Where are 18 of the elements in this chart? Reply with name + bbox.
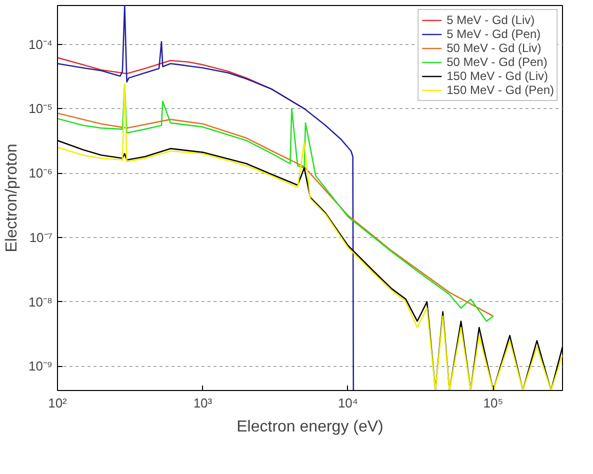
- legend-label: 5 MeV - Gd (Pen): [446, 27, 541, 41]
- x-tick-label: 10⁴: [338, 396, 358, 410]
- x-tick-label: 10³: [193, 396, 213, 410]
- legend-label: 5 MeV - Gd (Liv): [446, 13, 535, 27]
- y-tick-label: 10⁻⁷: [29, 230, 53, 245]
- x-axis-title: Electron energy (eV): [236, 418, 384, 436]
- legend-label: 50 MeV - Gd (Liv): [446, 41, 542, 55]
- y-tick-label: 10⁻⁸: [28, 294, 53, 310]
- x-tick-label: 10²: [48, 396, 68, 410]
- y-axis-title: Electron/proton: [3, 144, 20, 252]
- legend-label: 50 MeV - Gd (Pen): [446, 55, 548, 69]
- legend-label: 150 MeV - Gd (Liv): [446, 69, 548, 83]
- legend-label: 150 MeV - Gd (Pen): [446, 83, 554, 97]
- y-tick-label: 10⁻⁵: [28, 101, 53, 116]
- y-tick-label: 10⁻⁹: [28, 358, 53, 374]
- y-tick-label: 10⁻⁴: [28, 36, 52, 52]
- x-tick-label: 10⁵: [483, 396, 504, 410]
- y-tick-label: 10⁻⁶: [28, 166, 52, 181]
